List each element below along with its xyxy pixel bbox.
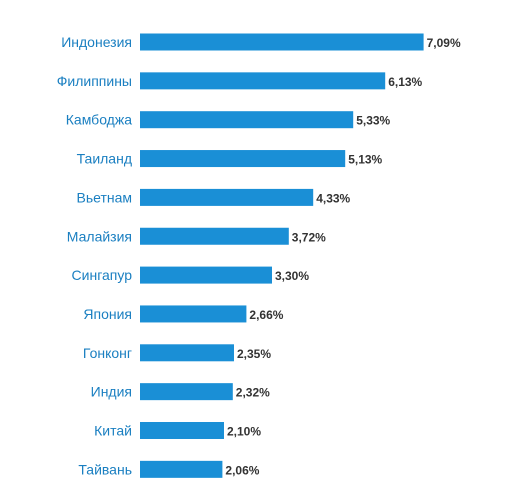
category-label: Япония	[83, 306, 132, 322]
value-label: 2,66%	[249, 308, 283, 322]
bar	[140, 72, 386, 90]
category-label: Вьетнам	[76, 189, 132, 205]
category-label: Индонезия	[61, 34, 132, 50]
value-label: 5,13%	[348, 153, 382, 167]
value-label: 2,32%	[236, 386, 270, 400]
bar	[140, 188, 314, 206]
bar	[140, 227, 289, 245]
bar	[140, 344, 234, 362]
value-label: 2,06%	[225, 463, 259, 477]
bar	[140, 422, 224, 439]
value-label: 2,10%	[227, 425, 261, 439]
bars-layer: Индонезия 7,09% Филиппины 6,13% Камбоджа 5,33…	[57, 33, 461, 478]
value-label: 4,33%	[316, 191, 350, 205]
category-label: Филиппины	[57, 73, 132, 89]
category-label: Сингапур	[72, 267, 133, 283]
bar	[140, 460, 223, 478]
category-label: Гонконг	[83, 345, 132, 361]
value-label: 6,13%	[388, 75, 422, 89]
value-label: 5,33%	[356, 114, 390, 128]
category-label: Тайвань	[78, 461, 132, 477]
category-label: Малайзия	[67, 228, 132, 244]
bar	[140, 33, 424, 51]
category-label: Китай	[94, 423, 132, 439]
category-label: Таиланд	[77, 151, 132, 167]
bar	[140, 305, 247, 323]
category-label: Индия	[91, 384, 132, 400]
category-label: Камбоджа	[66, 112, 132, 128]
value-label: 7,09%	[427, 36, 461, 50]
value-label: 2,35%	[237, 347, 271, 361]
bar	[140, 266, 272, 284]
bar	[140, 383, 233, 401]
bar	[140, 111, 354, 129]
bar	[140, 150, 346, 168]
value-label: 3,72%	[292, 230, 326, 244]
value-label: 3,30%	[275, 269, 309, 283]
